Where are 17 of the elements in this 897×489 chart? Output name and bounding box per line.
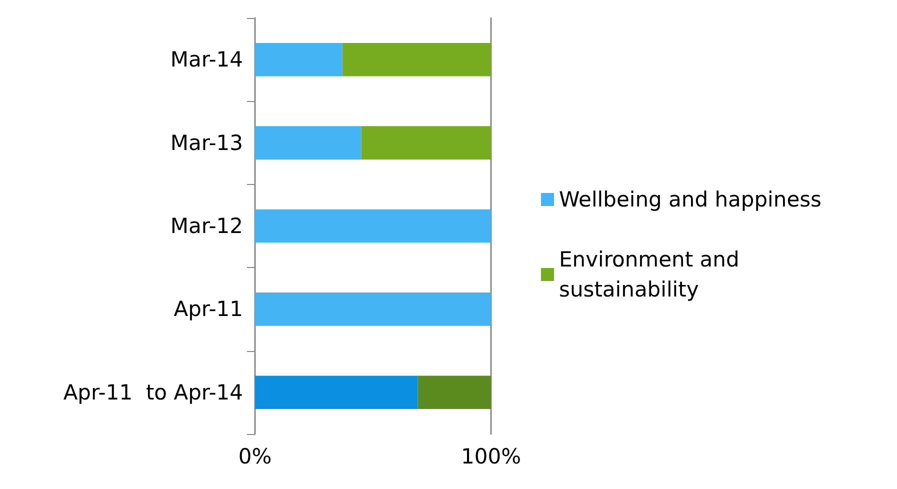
bar bbox=[342, 42, 491, 76]
x-tick-label: 100% bbox=[460, 444, 522, 468]
y-tick-label: Apr-11 to Apr-14 bbox=[63, 380, 243, 404]
y-tick-label: Apr-11 bbox=[174, 297, 243, 322]
legend-label: Wellbeing and happiness bbox=[559, 188, 822, 212]
legend-label: Environment and sustainability bbox=[559, 248, 746, 302]
bar bbox=[418, 376, 491, 410]
bar bbox=[255, 42, 342, 76]
bar bbox=[255, 209, 491, 243]
bar bbox=[361, 126, 491, 160]
y-tick-label: Mar-12 bbox=[170, 214, 243, 238]
x-tick-label: 0% bbox=[238, 444, 272, 468]
bar bbox=[255, 126, 362, 160]
y-tick-label: Mar-13 bbox=[170, 130, 243, 155]
bar bbox=[255, 292, 491, 326]
bar bbox=[255, 376, 418, 410]
y-tick-label: Mar-14 bbox=[170, 48, 243, 72]
